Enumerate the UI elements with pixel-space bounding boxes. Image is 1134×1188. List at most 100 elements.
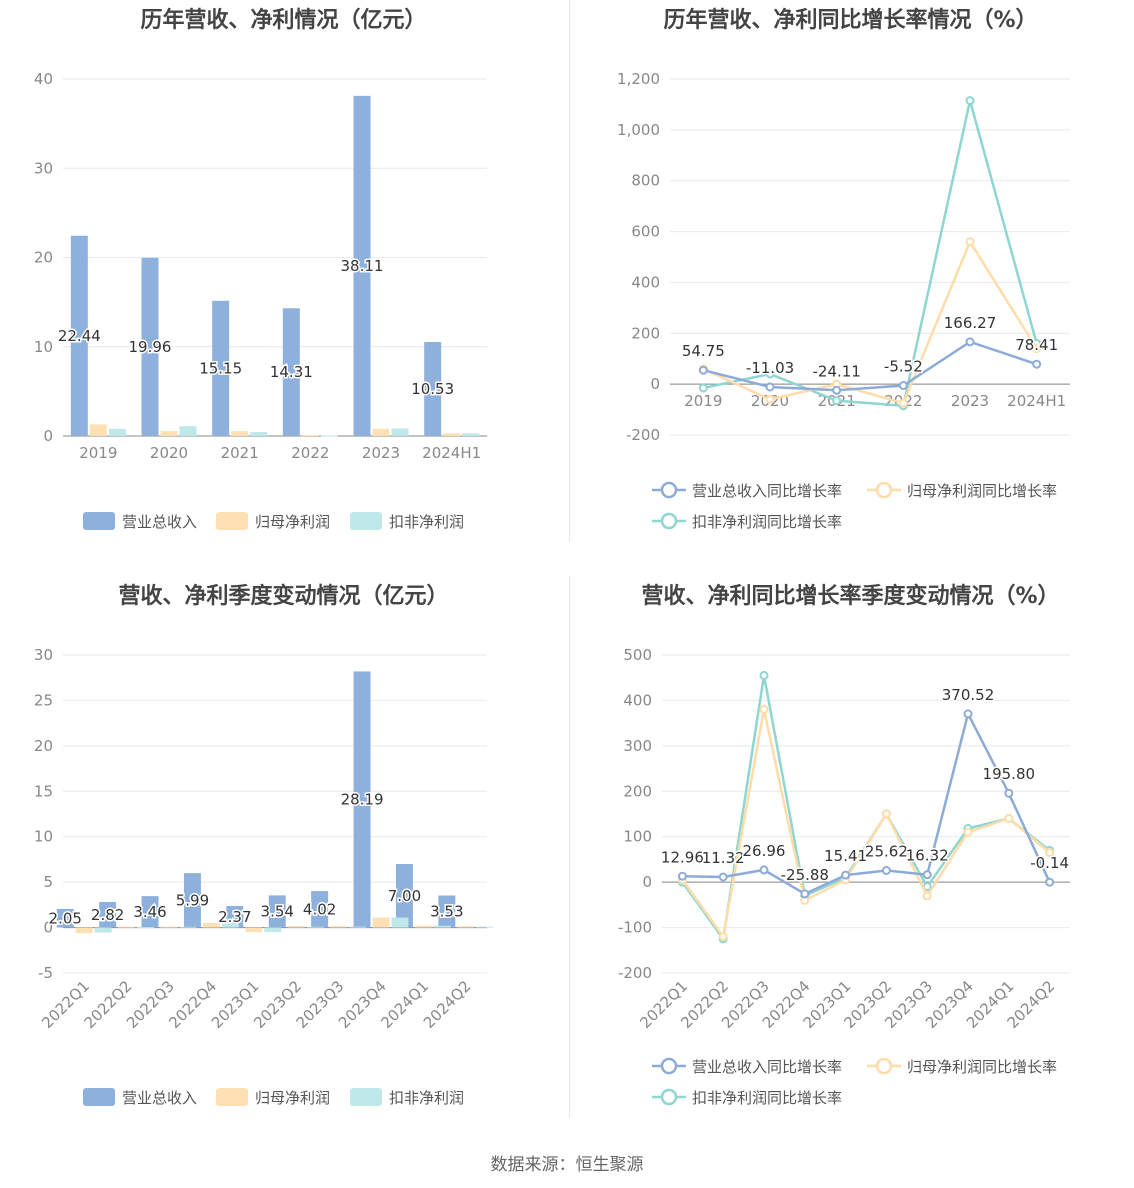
data-label: 15.15 (199, 359, 242, 377)
y-tick-label: 40 (34, 70, 53, 88)
legend-marker (660, 512, 678, 530)
y-tick-label: 30 (34, 159, 53, 177)
data-point (759, 865, 769, 875)
bar (56, 908, 74, 928)
data-label: 2.82 (91, 906, 124, 924)
y-tick-label: 800 (631, 172, 660, 190)
legend-swatch (216, 512, 248, 530)
y-tick-label: 1,000 (617, 121, 660, 139)
data-label: -5.52 (884, 358, 923, 376)
y-tick-label: 20 (34, 737, 53, 755)
x-tick-label: 2023 (362, 444, 400, 462)
data-label: 2.37 (218, 908, 251, 926)
data-point (765, 394, 775, 404)
data-label: 15.41 (824, 847, 867, 865)
data-point (881, 866, 891, 876)
data-label: 2.05 (49, 909, 82, 927)
data-label: 4.02 (303, 900, 336, 918)
legend-swatch (83, 1088, 115, 1106)
bar (245, 927, 263, 933)
bar (179, 426, 197, 436)
bar (433, 925, 451, 928)
legend-marker (875, 481, 893, 499)
y-tick-label: 25 (34, 691, 53, 709)
legend-label: 归母净利润 (255, 1089, 330, 1107)
legend-swatch (350, 512, 382, 530)
data-point (698, 383, 708, 393)
data-label: -25.88 (781, 866, 829, 884)
legend-marker (660, 1088, 678, 1106)
bar (118, 926, 136, 928)
bar (424, 342, 442, 436)
data-point (1032, 344, 1042, 354)
legend-label: 扣非净利润 (389, 513, 464, 531)
data-label: 22.44 (58, 327, 101, 345)
legend-label: 营业总收入同比增长率 (692, 482, 842, 500)
x-tick-label: 2024H1 (422, 444, 481, 462)
bar (70, 235, 88, 436)
data-label: -24.11 (812, 362, 860, 380)
data-point (1004, 814, 1014, 824)
legend-label: 扣非净利润 (389, 1089, 464, 1107)
data-source: 数据来源：恒生聚源 (490, 1155, 644, 1175)
data-point (922, 870, 932, 880)
bar (462, 433, 480, 436)
data-label: 28.19 (341, 791, 384, 809)
x-tick-label: 2019 (684, 392, 722, 410)
data-point (963, 709, 973, 719)
data-point (1032, 359, 1042, 369)
chart-canvas: -50510152025302022Q12022Q22022Q32022Q420… (34, 646, 494, 1107)
annual-growth-chart: 历年营收、净利同比增长率情况（%） -200 0 200 400 600 800 1,000… (567, 0, 1134, 575)
annual-revenue-chart: 历年营收、净利情况（亿元） 0 10 20 30 40 2019 2020 2021 2022 2… (0, 0, 567, 575)
series-line (681, 675, 1051, 943)
legend-label: 归母净利润同比增长率 (907, 482, 1057, 500)
y-tick-label: 20 (34, 249, 53, 267)
data-label: 11.32 (702, 849, 745, 867)
data-point (698, 365, 708, 375)
data-label: 54.75 (682, 342, 725, 360)
data-point (963, 827, 973, 837)
bar (94, 927, 112, 933)
data-label: 195.80 (983, 765, 1036, 783)
chart-canvas: -20002004006008001,0001,2002019202020212… (617, 70, 1070, 531)
series-line (703, 100, 1038, 408)
bar (353, 671, 371, 928)
bar (75, 927, 93, 934)
legend-label: 营业总收入同比增长率 (692, 1058, 842, 1076)
data-label: 25.62 (865, 843, 908, 861)
data-point (832, 396, 842, 406)
data-point (898, 398, 908, 408)
y-tick-label: -200 (618, 964, 652, 982)
bar (443, 433, 461, 436)
data-point (765, 382, 775, 392)
data-label: 7.00 (388, 887, 421, 905)
data-point (1004, 788, 1014, 798)
data-label: 14.31 (270, 363, 313, 381)
y-tick-label: 300 (623, 737, 652, 755)
y-tick-label: 15 (34, 782, 53, 800)
bar (268, 895, 286, 928)
y-tick-label: -5 (38, 964, 53, 982)
series-line (703, 340, 1038, 392)
bar (287, 926, 305, 928)
legend-marker (660, 481, 678, 499)
data-point (922, 891, 932, 901)
y-tick-label: 30 (34, 646, 53, 664)
x-tick-label: 2021 (221, 444, 259, 462)
bar (250, 431, 268, 436)
y-tick-label: 200 (623, 782, 652, 800)
bar (349, 926, 367, 928)
y-tick-label: 5 (43, 873, 53, 891)
y-tick-label: 400 (623, 691, 652, 709)
x-tick-label: 2022 (291, 444, 329, 462)
data-label: 26.96 (743, 842, 786, 860)
bar (395, 863, 413, 928)
y-tick-label: 200 (631, 324, 660, 342)
y-tick-label: 1,200 (617, 70, 660, 88)
bar (372, 917, 390, 928)
bar (99, 901, 117, 928)
y-tick-label: 0 (43, 919, 53, 937)
bar (141, 896, 159, 928)
legend-marker (875, 1057, 893, 1075)
data-point (677, 871, 687, 881)
